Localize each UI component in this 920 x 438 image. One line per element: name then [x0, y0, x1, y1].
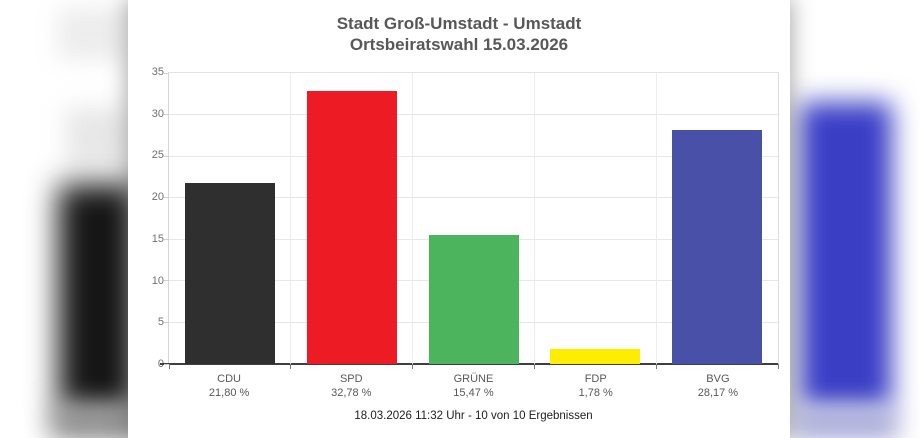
x-axis-tick-2 [412, 364, 414, 369]
gridline-v-4 [655, 73, 657, 364]
backdrop-left-smudge-mid [66, 108, 130, 166]
y-axis-label-20: 20 [151, 191, 164, 204]
y-axis-label-0: 0 [128, 358, 164, 370]
category-label: BVG [706, 373, 730, 385]
category-value-label: 28,17 % [697, 387, 739, 399]
backdrop-left-smudge-top [58, 8, 128, 60]
y-axis-label-5: 5 [157, 316, 164, 329]
gridline-h-30 [169, 114, 778, 116]
bar-fdp [550, 349, 641, 364]
chart-title: Stadt Groß-Umstadt - Umstadt [336, 14, 582, 33]
gridline-h-25 [169, 155, 778, 157]
category-label: FDP [584, 373, 607, 385]
y-axis-tick-15 [164, 238, 169, 240]
category-cell-spd: SPD 32,78 % [290, 372, 412, 400]
bar-grüne [428, 235, 519, 364]
plot-area [160, 72, 779, 369]
backdrop-right-lavender-foot [794, 408, 898, 438]
y-axis-tick-0 [164, 363, 169, 365]
y-axis-tick-35 [164, 72, 169, 74]
category-cell-grüne: GRÜNE 15,47 % [412, 372, 534, 400]
chart-subtitle: Ortsbeiratswahl 15.03.2026 [349, 35, 569, 54]
y-axis-tick-25 [164, 155, 169, 157]
category-value-label: 1,78 % [578, 387, 613, 399]
y-axis-label-25: 25 [151, 149, 164, 162]
bar-cdu [184, 182, 275, 364]
category-label: GRÜNE [453, 373, 494, 385]
x-axis-tick-4 [655, 364, 657, 369]
gridline-h-20 [169, 197, 778, 199]
category-cell-fdp: FDP 1,78 % [535, 372, 657, 400]
gridline-v-3 [533, 73, 535, 364]
backdrop-right-blue-blob [800, 102, 892, 408]
bar-bvg [672, 129, 763, 364]
category-cell-bvg: BVG 28,17 % [657, 372, 779, 400]
y-axis-tick-30 [164, 114, 169, 116]
category-value-label: 21,80 % [208, 387, 250, 399]
y-axis-tick-10 [164, 280, 169, 282]
chart-panel: Stadt Groß-Umstadt - Umstadt Ortsbeirats… [128, 0, 790, 438]
x-axis-tick-3 [533, 364, 535, 369]
y-axis-label-35: 35 [151, 66, 164, 78]
x-axis-tick-1 [290, 364, 292, 369]
chart-footnote: 18.03.2026 11:32 Uhr - 10 von 10 Ergebni… [354, 410, 593, 422]
y-axis-label-10: 10 [151, 274, 164, 287]
bar-spd [306, 91, 397, 364]
x-axis-baseline [160, 363, 778, 365]
y-axis-tick-20 [164, 197, 169, 199]
y-axis-label-15: 15 [151, 232, 164, 245]
x-axis-tick-5 [777, 364, 779, 369]
y-axis-tick-5 [164, 321, 169, 323]
y-axis-label-30: 30 [151, 107, 164, 120]
y-axis: 0 5 10 15 20 25 30 35 [128, 66, 164, 370]
x-axis-category-row: CDU 21,80 % SPD 32,78 % GRÜNE 15,47 % FDP 1,78 … [168, 372, 779, 402]
gridline-v-1 [290, 73, 292, 364]
category-label: CDU [217, 373, 242, 385]
category-value-label: 32,78 % [331, 387, 372, 399]
gridline-v-2 [412, 73, 414, 364]
category-label: SPD [339, 373, 363, 385]
category-value-label: 15,47 % [453, 387, 494, 399]
x-axis-tick-0 [168, 364, 170, 369]
backdrop-left-dark-blob [58, 184, 138, 412]
category-cell-cdu: CDU 21,80 % [168, 372, 290, 400]
chart-title-block: Stadt Groß-Umstadt - Umstadt Ortsbeirats… [128, 13, 790, 55]
